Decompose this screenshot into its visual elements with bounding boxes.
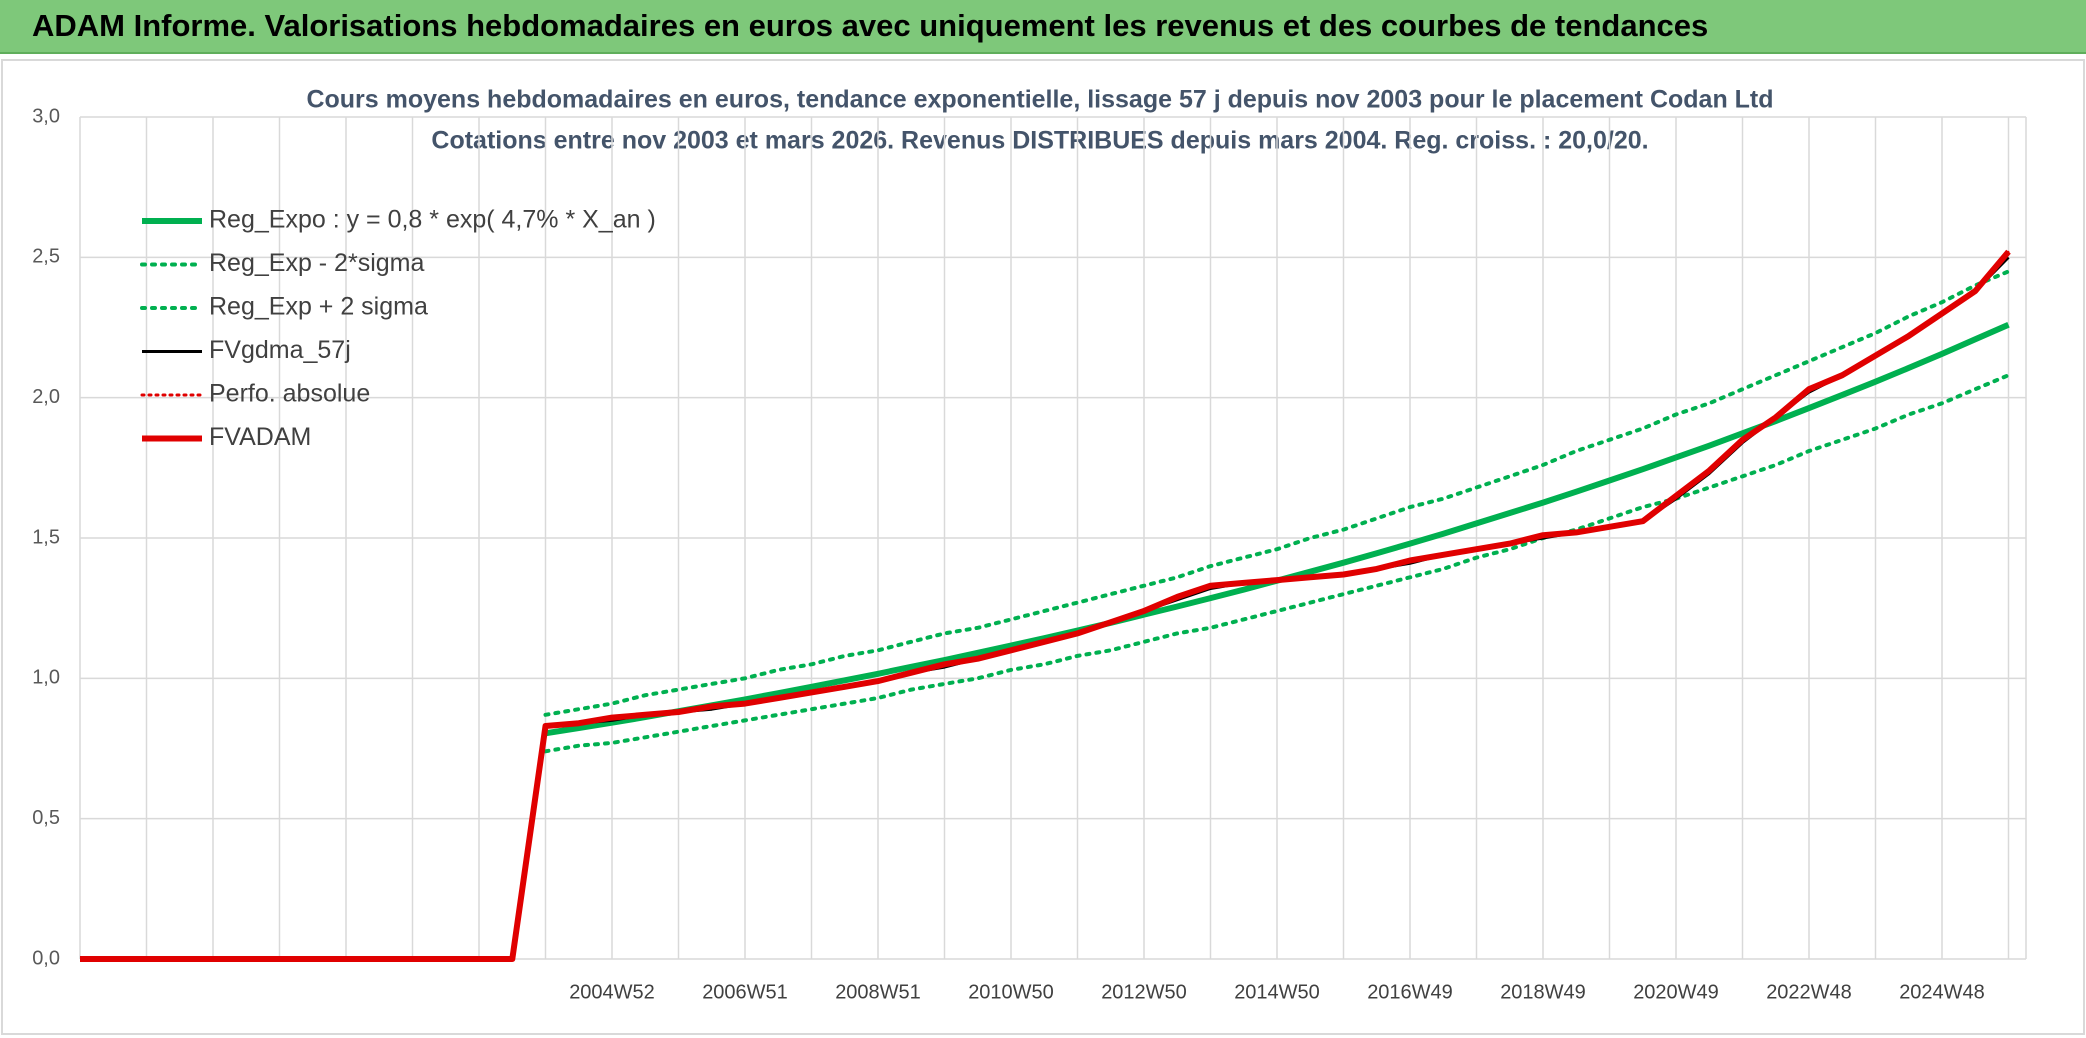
legend-label: Reg_Expo : y = 0,8 * exp( 4,7% * X_an ) <box>209 206 656 234</box>
legend-label: FVADAM <box>209 423 311 451</box>
banner-title: ADAM Informe. Valorisations hebdomadaire… <box>32 8 1709 43</box>
chart-title: Cours moyens hebdomadaires en euros, ten… <box>306 86 1773 114</box>
x-tick-label: 2012W50 <box>1101 981 1187 1003</box>
legend-label: FVgdma_57j <box>209 336 351 364</box>
y-tick-label: 0,5 <box>32 807 60 829</box>
y-tick-label: 1,0 <box>32 667 60 689</box>
x-tick-label: 2006W51 <box>702 981 788 1003</box>
chart: Cours moyens hebdomadaires en euros, ten… <box>1 59 2085 1035</box>
series-line <box>543 373 2011 754</box>
legend-label: Perfo. absolue <box>209 380 370 408</box>
legend: Reg_Expo : y = 0,8 * exp( 4,7% * X_an ) R… <box>140 206 656 451</box>
y-tick-label: 0,0 <box>32 947 60 969</box>
x-tick-label: 2018W49 <box>1500 981 1586 1003</box>
x-tick-label: 2010W50 <box>968 981 1054 1003</box>
legend-label: Reg_Exp + 2 sigma <box>209 293 428 321</box>
y-tick-label: 3,0 <box>32 105 60 127</box>
banner: ADAM Informe. Valorisations hebdomadaire… <box>0 0 2086 54</box>
x-tick-label: 2016W49 <box>1367 981 1453 1003</box>
x-tick-label: 2022W48 <box>1766 981 1852 1003</box>
y-tick-label: 1,5 <box>32 526 60 548</box>
x-tick-label: 2024W48 <box>1899 981 1985 1003</box>
y-tick-label: 2,0 <box>32 386 60 408</box>
x-tick-label: 2020W49 <box>1633 981 1719 1003</box>
series-line <box>543 269 2011 717</box>
x-tick-label: 2004W52 <box>569 981 655 1003</box>
x-tick-label: 2014W50 <box>1234 981 1320 1003</box>
legend-label: Reg_Exp - 2*sigma <box>209 249 424 277</box>
chart-frame <box>1 59 2085 1035</box>
x-tick-label: 2008W51 <box>835 981 921 1003</box>
y-tick-label: 2,5 <box>32 246 60 268</box>
chart-subtitle: Cotations entre nov 2003 et mars 2026. R… <box>431 127 1648 155</box>
series-line <box>80 249 2011 962</box>
